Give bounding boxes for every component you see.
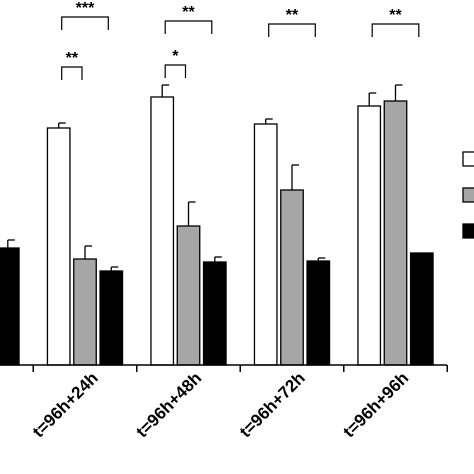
bar [306,260,331,366]
bar [409,252,434,366]
bar [0,247,20,366]
significance-label: *** [76,0,95,17]
significance-label: * [172,48,179,65]
significance-bracket [61,66,83,80]
legend-swatch [462,187,474,203]
legend-swatch [462,151,474,167]
significance-bracket [371,23,420,37]
x-tick-label: t=96h+72h [236,368,309,441]
significance-bracket [61,16,109,30]
bar [357,105,382,366]
significance-bracket [268,23,316,37]
bar [73,258,97,366]
bar [202,261,227,366]
bar [253,123,278,366]
x-tick-label: t=96h+24h [29,368,102,441]
significance-bracket [164,64,187,78]
x-tick-label: t=96h+48h [132,368,205,441]
x-tick-label: t=96h+96h [339,368,412,441]
bar [383,100,408,366]
bar [46,127,71,366]
legend-swatch [462,223,474,239]
significance-label: ** [182,4,195,21]
bar [176,225,201,366]
bar [150,96,175,366]
significance-label: ** [389,7,402,24]
bar [280,189,304,366]
significance-label: ** [66,50,79,67]
bar [99,270,124,366]
significance-bracket [164,20,213,34]
significance-label: ** [286,7,299,24]
